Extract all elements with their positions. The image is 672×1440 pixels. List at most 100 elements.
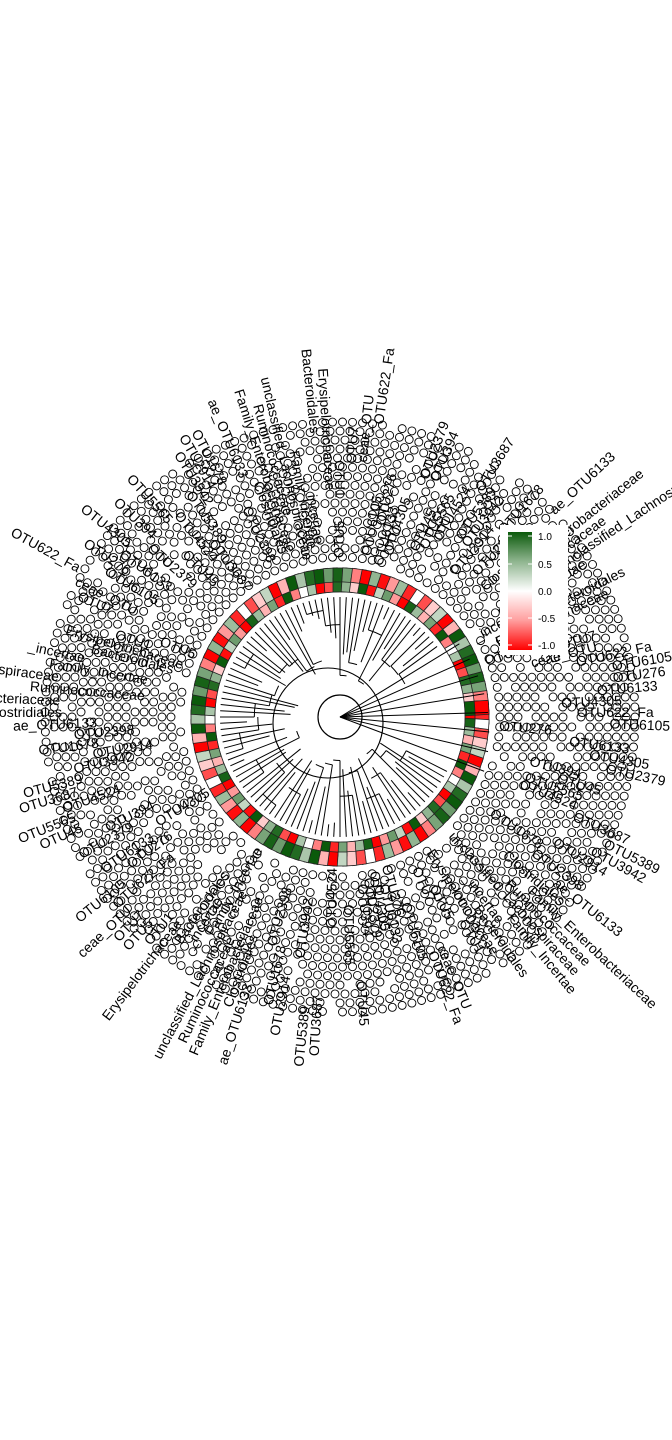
marker-circle <box>115 849 125 859</box>
marker-circle <box>153 667 163 677</box>
marker-circle <box>158 692 168 702</box>
marker-circle <box>273 479 283 489</box>
tree-branch <box>351 795 360 836</box>
marker-circle <box>159 937 169 947</box>
marker-circle <box>136 506 146 516</box>
marker-circle <box>566 781 576 791</box>
marker-circle <box>482 947 492 957</box>
tree-arc <box>380 750 387 758</box>
marker-circle <box>132 537 142 547</box>
marker-circle <box>325 489 335 499</box>
marker-circle <box>290 921 300 931</box>
marker-circle <box>133 550 143 560</box>
marker-circle <box>113 781 123 791</box>
marker-circle <box>129 606 138 616</box>
marker-circle <box>134 809 144 819</box>
legend-tick-3: 0.0 <box>538 587 552 598</box>
marker-circle <box>365 996 375 1006</box>
marker-circle <box>116 896 126 906</box>
marker-circle <box>271 443 281 453</box>
marker-circle <box>250 545 260 555</box>
marker-circle <box>338 917 347 927</box>
marker-circle <box>272 555 281 565</box>
marker-circle <box>479 530 488 540</box>
marker-circle <box>360 500 370 509</box>
marker-circle <box>424 876 434 886</box>
marker-circle <box>126 832 136 842</box>
marker-circle <box>121 712 131 722</box>
marker-circle <box>111 653 121 663</box>
marker-circle <box>521 835 531 845</box>
marker-circle <box>119 871 129 881</box>
marker-circle <box>163 495 173 504</box>
marker-circle <box>569 772 578 781</box>
tree-branch <box>380 772 411 815</box>
marker-circle <box>526 826 536 836</box>
marker-circle <box>233 555 243 565</box>
marker-circle <box>221 600 231 610</box>
marker-circle <box>285 449 295 459</box>
marker-circle <box>362 455 372 464</box>
marker-circle <box>93 864 102 874</box>
marker-circle <box>541 513 551 523</box>
marker-circle <box>52 628 62 638</box>
marker-circle <box>409 511 419 521</box>
marker-circle <box>612 702 622 712</box>
marker-circle <box>156 612 166 622</box>
marker-circle <box>111 771 121 781</box>
marker-circle <box>52 752 62 762</box>
marker-circle <box>78 747 88 757</box>
marker-circle <box>474 952 483 962</box>
marker-circle <box>514 946 524 956</box>
marker-circle <box>593 856 602 866</box>
marker-circle <box>160 475 170 485</box>
marker-circle <box>89 819 99 829</box>
marker-circle <box>469 965 479 974</box>
marker-circle <box>380 875 389 885</box>
tree-arc <box>325 624 341 627</box>
marker-circle <box>70 672 80 682</box>
marker-circle <box>517 516 527 525</box>
marker-circle <box>375 429 385 439</box>
marker-circle <box>247 459 256 469</box>
marker-circle <box>375 995 385 1005</box>
marker-circle <box>150 543 160 553</box>
marker-circle <box>230 988 240 998</box>
marker-circle <box>180 780 190 790</box>
marker-circle <box>348 1007 357 1017</box>
marker-circle <box>229 516 239 526</box>
marker-circle <box>166 712 176 722</box>
marker-circle <box>70 605 80 615</box>
marker-circle <box>538 887 548 897</box>
marker-circle <box>531 853 541 863</box>
marker-circle <box>397 954 407 964</box>
marker-circle <box>476 848 486 858</box>
marker-circle <box>453 534 463 544</box>
marker-circle <box>552 762 562 772</box>
marker-circle <box>162 803 172 813</box>
marker-circle <box>93 776 103 786</box>
marker-circle <box>223 966 233 975</box>
marker-circle <box>66 834 76 843</box>
marker-circle <box>237 882 247 892</box>
marker-circle <box>436 503 446 513</box>
marker-circle <box>604 614 614 624</box>
marker-circle <box>98 855 108 865</box>
marker-circle <box>141 514 151 524</box>
marker-circle <box>167 630 177 640</box>
marker-circle <box>221 587 231 597</box>
marker-circle <box>504 712 514 722</box>
marker-circle <box>507 930 517 939</box>
marker-circle <box>608 662 617 672</box>
marker-circle <box>179 845 189 855</box>
legend-tick-2: 0.5 <box>538 560 552 571</box>
marker-circle <box>95 737 105 747</box>
marker-circle <box>476 636 486 646</box>
marker-circle <box>586 828 596 838</box>
marker-circle <box>208 938 218 948</box>
marker-circle <box>460 475 470 485</box>
marker-circle <box>144 757 154 767</box>
marker-circle <box>50 786 59 796</box>
marker-circle <box>213 494 223 504</box>
marker-circle <box>453 890 463 900</box>
